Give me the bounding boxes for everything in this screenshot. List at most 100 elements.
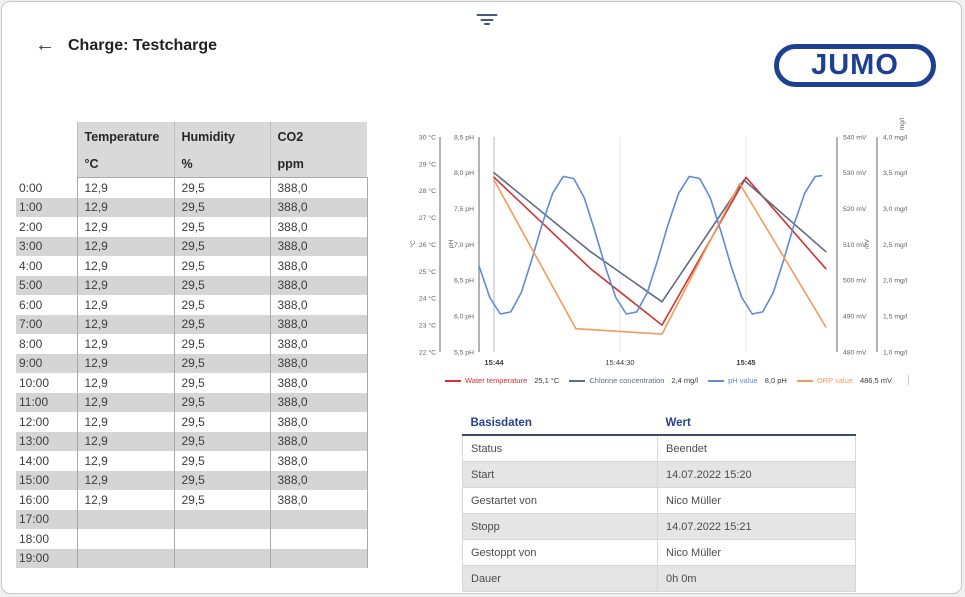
table-row: 0:00 12,9 29,5 388,0 xyxy=(16,177,368,198)
basisdaten-header-row: Basisdaten Wert xyxy=(462,414,856,436)
value-cell xyxy=(269,548,368,568)
legend-item[interactable]: pH value 8,0 pH xyxy=(708,376,787,385)
series-line xyxy=(493,176,827,326)
basisdaten-row: Stopp 14.07.2022 15:21 xyxy=(462,513,856,540)
value-cell: 29,5 xyxy=(173,314,270,334)
table-row: 15:00 12,9 29,5 388,0 xyxy=(16,470,368,490)
table-row: 2:00 12,9 29,5 388,0 xyxy=(16,217,368,237)
value-cell: 388,0 xyxy=(269,431,368,451)
axis-tick-label: 28 °C xyxy=(419,187,436,195)
value-cell xyxy=(173,548,270,568)
column-header: CO2 ppm xyxy=(269,122,367,178)
table-row: 5:00 12,9 29,5 388,0 xyxy=(16,275,368,295)
time-cell: 15:00 xyxy=(16,470,77,490)
value-cell: 388,0 xyxy=(269,275,368,295)
basisdaten-label: Gestartet von xyxy=(462,487,658,514)
axis-title-ph: pH xyxy=(448,240,455,249)
value-cell: 29,5 xyxy=(173,373,270,393)
value-cell xyxy=(76,548,174,568)
value-cell xyxy=(76,529,174,549)
axis-tick-label: 530 mV xyxy=(843,170,867,177)
measurement-table-header: Temperature °C Humidity% CO2 ppm xyxy=(16,122,367,178)
time-cell: 16:00 xyxy=(19,492,50,507)
axis-tick-label: 490 mV xyxy=(843,314,867,321)
x-tick-label: 15:44 xyxy=(484,358,504,367)
value-cell: 12,9 xyxy=(76,412,174,432)
filter-icon[interactable] xyxy=(476,14,498,28)
axis-tick-label: 22 °C xyxy=(419,348,436,356)
axis-tick-label: 23 °C xyxy=(419,322,436,330)
value-cell xyxy=(173,509,270,529)
axis-tick-label: 8,5 pH xyxy=(454,134,474,141)
basisdaten-value: 14.07.2022 15:21 xyxy=(657,513,856,540)
basisdaten-label: Stopp xyxy=(462,513,658,540)
axis-tick-label: 8,0 pH xyxy=(454,170,474,177)
legend-item[interactable]: Water temperature 25,1 °C xyxy=(445,376,559,385)
basisdaten-row: Dauer 0h 0m xyxy=(462,565,856,592)
column-unit: ppm xyxy=(277,157,304,171)
column-name: Temperature xyxy=(84,130,160,144)
time-cell: 11:00 xyxy=(16,392,77,412)
value-cell: 29,5 xyxy=(173,177,270,198)
basisdaten-value: 14.07.2022 15:20 xyxy=(657,461,856,488)
value-cell: 12,9 xyxy=(76,490,174,510)
basisdaten-row: Gestartet von Nico Müller xyxy=(462,487,856,514)
legend-item[interactable]: ORP value 486,5 mV xyxy=(796,376,892,385)
time-cell: 0:00 xyxy=(19,180,43,195)
time-cell: 6:00 xyxy=(19,297,43,312)
axis-tick-label: 27 °C xyxy=(419,214,436,222)
column-unit: % xyxy=(181,157,193,171)
table-row: 4:00 12,9 29,5 388,0 xyxy=(16,256,368,276)
trend-chart[interactable]: 30 °C 29 °C 28 °C 27 °C 26 °C 25 °C 24 °C 23 °C… xyxy=(407,112,957,402)
legend-label: Chlorine concentration xyxy=(589,376,665,385)
value-cell xyxy=(76,509,174,529)
jumo-logo: JUMO xyxy=(774,44,936,87)
time-cell: 8:00 xyxy=(19,336,43,351)
axis-tick-label: 520 mV xyxy=(843,206,867,213)
value-cell xyxy=(173,529,270,549)
basisdaten-header-label: Basisdaten xyxy=(462,414,658,436)
legend-item[interactable]: Chlorine concentration 2,4 mg/l xyxy=(569,376,698,385)
x-tick-label: 15:45 xyxy=(736,358,755,367)
axis-tick-label: 7,5 pH xyxy=(454,206,474,213)
basisdaten-row: Gestoppt von Nico Müller xyxy=(462,539,856,566)
table-row: 19:00 xyxy=(16,548,368,568)
value-cell: 388,0 xyxy=(269,451,368,471)
axis-tick-label: 24 °C xyxy=(419,295,436,303)
chart-legend: Water temperature 25,1 °C Chlorine concent… xyxy=(445,376,915,385)
x-tick-label: 15:44:30 xyxy=(605,358,634,367)
axis-tick-label: 7,0 pH xyxy=(454,242,474,249)
axis-tick-label: 2,5 mg/l xyxy=(883,242,908,249)
time-cell: 17:00 xyxy=(16,509,77,529)
axis-tick-label: 540 mV xyxy=(843,134,867,141)
value-cell: 388,0 xyxy=(269,217,368,237)
axis-tick-label: 1,0 mg/l xyxy=(883,349,908,356)
value-cell: 29,5 xyxy=(173,197,270,217)
back-button[interactable]: ← xyxy=(35,34,55,56)
value-cell: 388,0 xyxy=(269,353,368,373)
basisdaten-value: Nico Müller xyxy=(657,539,856,566)
time-cell: 5:00 xyxy=(16,275,77,295)
time-cell: 18:00 xyxy=(19,531,50,546)
axis-tick-label: 480 mV xyxy=(843,349,867,356)
basisdaten-row: Start 14.07.2022 15:20 xyxy=(462,461,856,488)
table-row: 7:00 12,9 29,5 388,0 xyxy=(16,314,368,334)
axis-tick-label: 6,0 pH xyxy=(454,314,474,321)
table-row: 6:00 12,9 29,5 388,0 xyxy=(16,295,368,315)
value-cell: 388,0 xyxy=(269,177,368,198)
series-line xyxy=(493,171,827,303)
basisdaten-label: Start xyxy=(462,461,658,488)
axis-title-mgl: mg/l xyxy=(899,117,906,130)
legend-color-dash xyxy=(445,379,461,382)
table-row: 10:00 12,9 29,5 388,0 xyxy=(16,373,368,393)
chart-canvas[interactable]: 30 °C 29 °C 28 °C 27 °C 26 °C 25 °C 24 °C 23 °C… xyxy=(407,112,957,402)
series-line xyxy=(478,174,823,315)
table-row: 9:00 12,9 29,5 388,0 xyxy=(16,353,368,373)
value-cell: 12,9 xyxy=(76,392,174,412)
axis-tick-label: 25 °C xyxy=(419,268,436,276)
value-cell: 388,0 xyxy=(269,197,368,217)
value-cell: 29,5 xyxy=(173,217,270,237)
time-cell: 9:00 xyxy=(16,353,77,373)
value-cell: 388,0 xyxy=(269,314,368,334)
